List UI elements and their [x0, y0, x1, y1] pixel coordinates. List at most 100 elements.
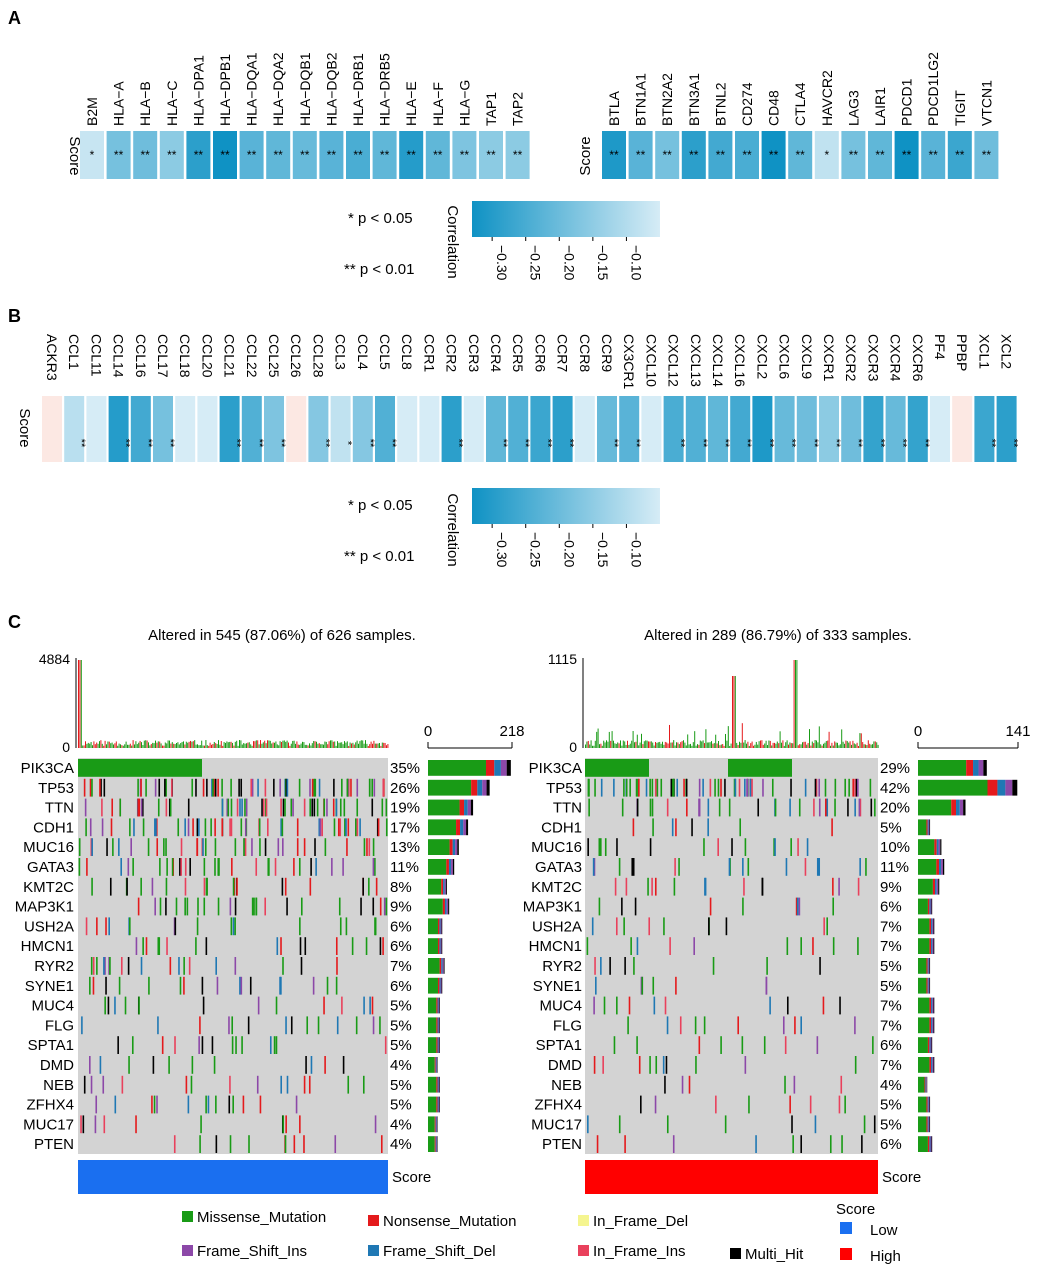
mutation-tick — [728, 858, 731, 876]
mutation-tick — [168, 1056, 170, 1074]
gene-percent-muc4: 5% — [390, 998, 412, 1015]
cell-a-hla-f — [425, 131, 450, 179]
tmb-bar — [271, 743, 273, 748]
tmb-bar — [673, 740, 675, 748]
colorbar-tick-label: −0.15 — [595, 532, 611, 568]
mutation-tick — [156, 1095, 158, 1114]
sig-b-ccl16: ** — [142, 439, 154, 448]
tmb-bar — [695, 745, 697, 748]
gene-bar-segment — [440, 938, 442, 954]
tmb-bar — [674, 745, 676, 748]
sig-a-havcr2: * — [824, 148, 829, 162]
cell-b-cxcr2 — [841, 396, 862, 462]
mutation-tick — [333, 778, 335, 797]
mutation-tick — [782, 1016, 785, 1035]
mutation-tick — [153, 1095, 156, 1114]
mutation-tick — [615, 917, 618, 936]
gene-bar-segment — [926, 819, 928, 836]
mutation-tick — [163, 838, 165, 856]
cell-a-ctla4 — [788, 131, 813, 179]
mutation-tick — [813, 798, 815, 817]
gene-bar-segment — [428, 1057, 435, 1073]
gene-label-a-cd274: CD274 — [739, 82, 755, 126]
gene-bar-segment — [941, 859, 943, 875]
gene-percent-muc16: 13% — [390, 839, 420, 856]
gene-label-b-cxcr6: CXCR6 — [910, 334, 926, 382]
sig-b-ccr9: ** — [608, 439, 620, 448]
mutation-tick — [655, 1056, 658, 1074]
tmb-bar — [282, 740, 284, 748]
mutation-tick — [800, 1016, 802, 1035]
mutation-tick — [84, 798, 87, 817]
sig-a-hla-dqa1: ** — [247, 148, 257, 162]
mutation-tick — [806, 838, 809, 856]
tmb-bar — [855, 744, 857, 748]
tmb-bar — [96, 742, 98, 748]
mutation-tick — [832, 897, 835, 916]
mutation-tick — [161, 1036, 164, 1054]
mutation-tick — [649, 798, 652, 817]
legend-swatch-frame-shift-ins — [182, 1245, 193, 1256]
mutation-tick — [870, 798, 873, 817]
cell-b-xcl1 — [974, 396, 995, 462]
cell-b-ccr5 — [508, 396, 529, 462]
gene-percent-syne1: 5% — [880, 978, 902, 995]
mutation-tick — [747, 858, 750, 876]
mutation-tick — [214, 818, 216, 837]
cell-b-ccl20 — [197, 396, 218, 462]
mutation-tick — [704, 877, 707, 896]
mutation-tick — [184, 858, 187, 876]
gene-bar-segment — [936, 859, 939, 875]
mutation-tick — [316, 798, 319, 817]
mutation-tick — [636, 937, 639, 955]
tmb-bar — [586, 741, 588, 748]
mutation-tick — [184, 897, 186, 916]
sig-b-ccl21: ** — [231, 439, 243, 448]
mutation-tick — [236, 798, 239, 817]
mutation-tick — [90, 957, 93, 975]
tmb-bar — [768, 740, 770, 748]
mutation-tick — [765, 976, 768, 995]
gene-name-pten: PTEN — [542, 1136, 582, 1153]
sig-b-ccl4: ** — [364, 439, 376, 448]
mutation-tick — [773, 838, 775, 856]
gene-bar-segment — [494, 760, 501, 776]
gene-bar-segment — [918, 997, 930, 1014]
mutation-tick — [221, 818, 224, 837]
tmb-bar — [204, 745, 205, 748]
gene-label-b-ccl14: CCL14 — [111, 334, 127, 378]
tmb-bar — [691, 745, 693, 748]
mutation-tick — [798, 798, 801, 817]
tmb-max-label: 4884 — [39, 651, 70, 667]
mutation-tick — [210, 818, 212, 837]
mutation-tick — [183, 957, 185, 975]
tmb-bar — [358, 743, 359, 748]
tmb-bar — [234, 741, 236, 748]
tmb-bar — [809, 729, 810, 748]
mutation-tick — [321, 818, 323, 837]
mutation-tick — [645, 778, 648, 797]
gene-bar-segment — [457, 839, 459, 855]
mutation-tick — [177, 818, 180, 837]
panel-b-legend-title: Correlation — [444, 493, 461, 566]
sig-a-hla-a: ** — [114, 148, 124, 162]
mutation-tick — [231, 1036, 234, 1054]
tmb-bar — [241, 744, 243, 748]
mutation-tick — [854, 798, 856, 817]
mutation-tick — [592, 858, 595, 876]
gene-bar-segment — [926, 1096, 928, 1113]
tmb-bar — [341, 742, 343, 748]
mutation-tick — [103, 957, 105, 975]
sig-a-hla-dqb1: ** — [300, 148, 310, 162]
gene-label-b-pf4: PF4 — [932, 334, 948, 360]
tmb-bar — [180, 743, 182, 748]
gene-bar-segment — [506, 760, 511, 776]
mutation-tick — [694, 1016, 697, 1035]
cell-a-lair1 — [868, 131, 892, 179]
tmb-bar — [618, 743, 620, 748]
gene-bar-segment — [428, 918, 438, 935]
tmb-bar — [653, 745, 655, 748]
gene-bar-segment — [436, 1136, 438, 1152]
gene-percent-muc4: 7% — [880, 998, 902, 1015]
